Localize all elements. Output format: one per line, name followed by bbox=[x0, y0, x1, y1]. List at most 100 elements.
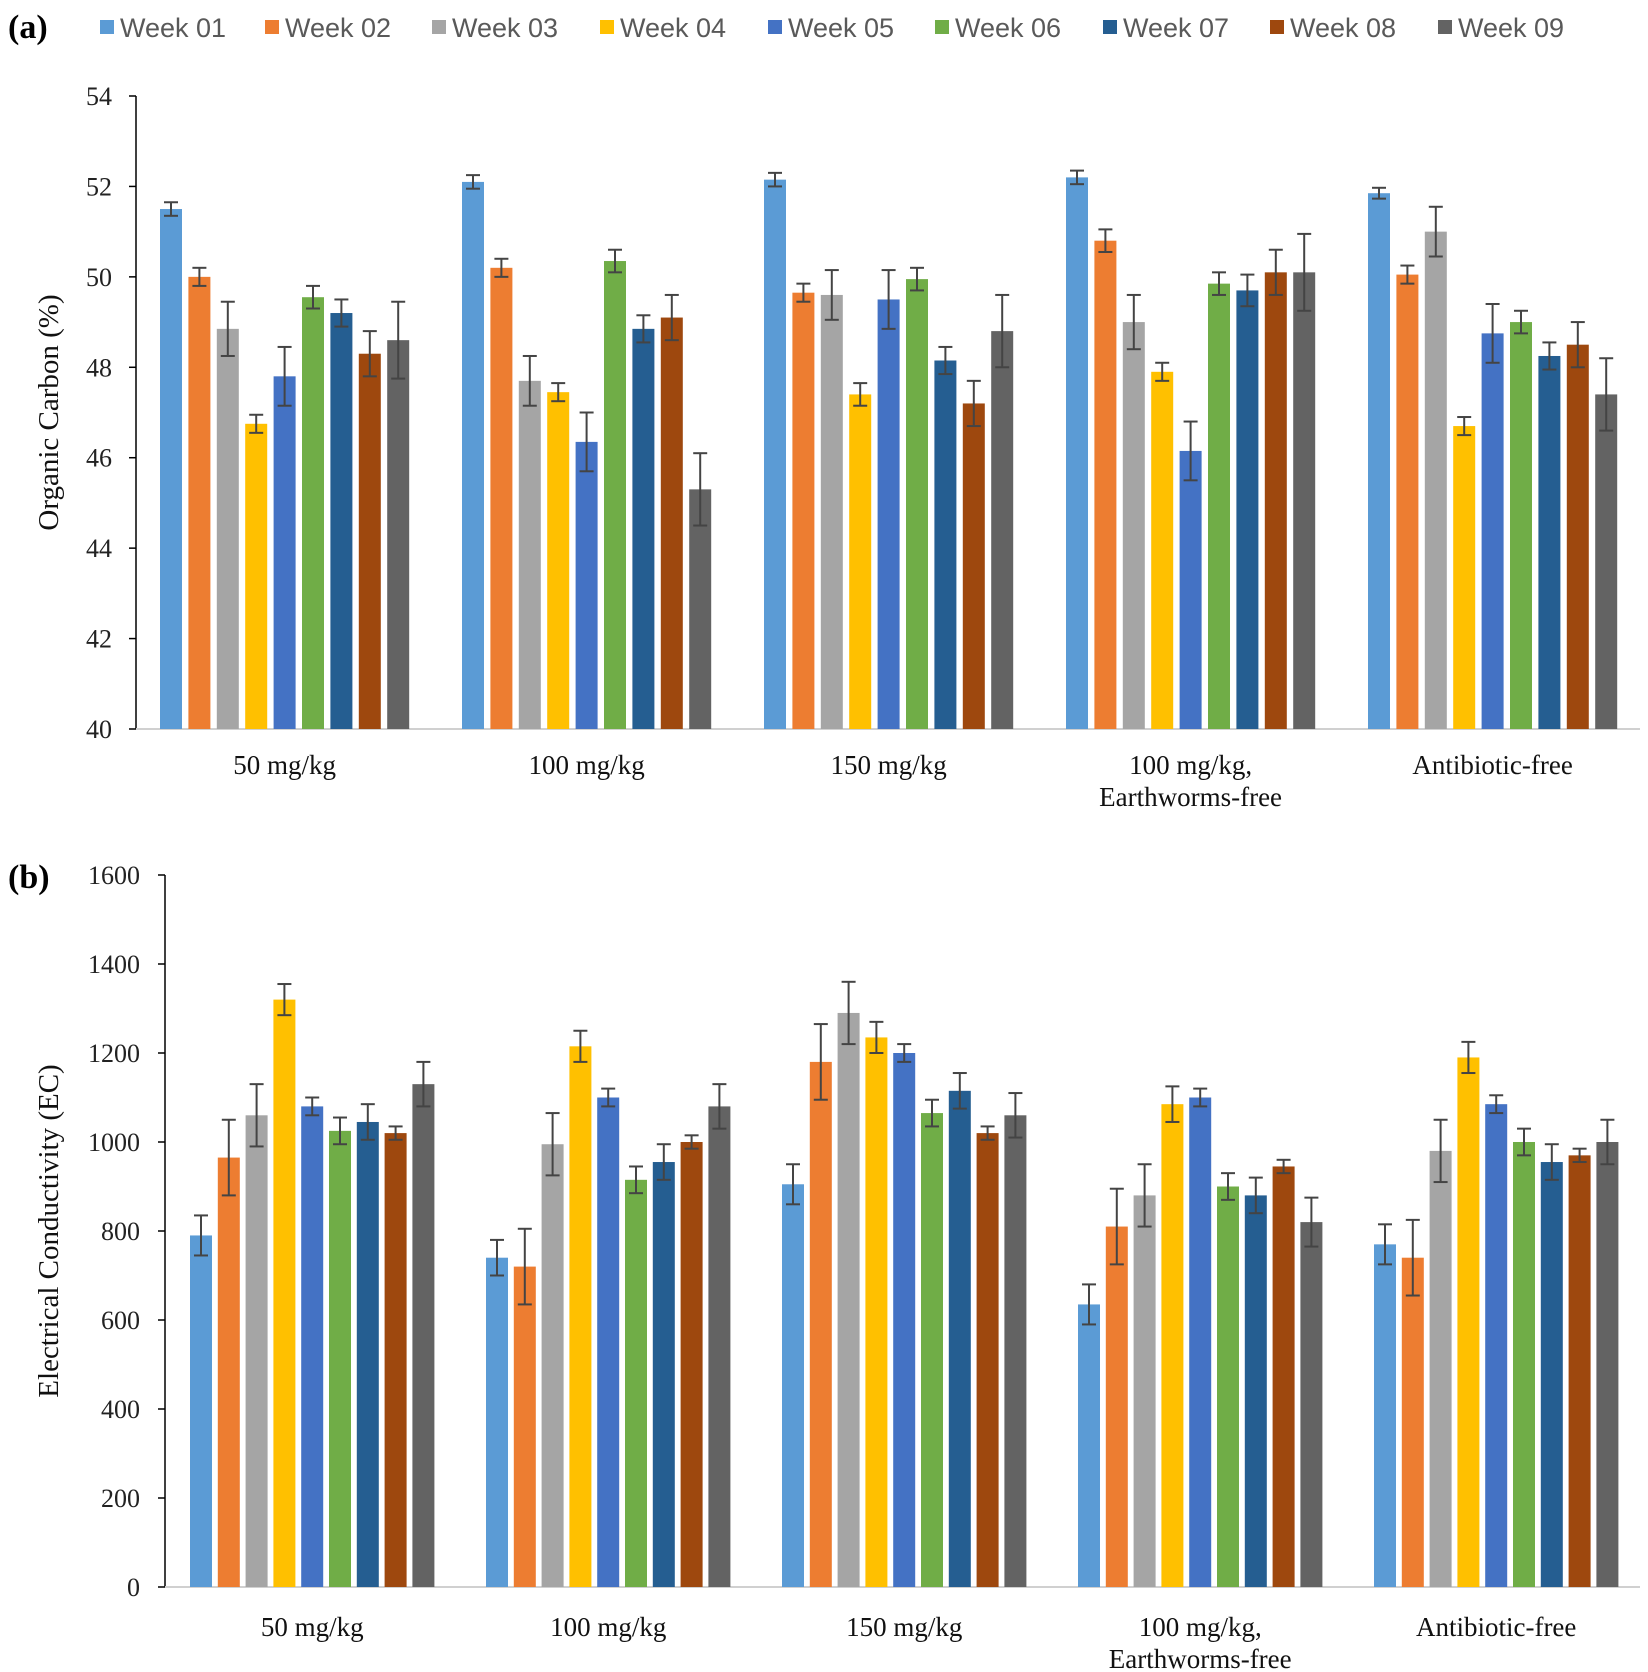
bar-week-04-cat-4 bbox=[1151, 371, 1174, 729]
bar-week-03-cat-3 bbox=[837, 1012, 860, 1587]
bar-week-02-cat-1 bbox=[188, 276, 211, 729]
bar-week-03-cat-5 bbox=[1424, 231, 1447, 729]
y-tick-label: 48 bbox=[86, 353, 112, 382]
bar-week-09-cat-5 bbox=[1595, 394, 1618, 729]
x-category-label: Earthworms-free bbox=[1099, 782, 1282, 812]
y-tick-label: 800 bbox=[101, 1217, 140, 1246]
bar-week-09-cat-3 bbox=[991, 331, 1014, 729]
bar-week-02-cat-2 bbox=[490, 267, 513, 729]
bar-week-08-cat-3 bbox=[976, 1133, 999, 1587]
bar-week-01-cat-1 bbox=[160, 209, 182, 730]
bar-week-01-cat-2 bbox=[486, 1257, 508, 1587]
y-tick-label: 1400 bbox=[88, 950, 140, 979]
bar-week-05-cat-4 bbox=[1179, 450, 1202, 729]
bar-week-04-cat-5 bbox=[1457, 1057, 1480, 1587]
bar-week-02-cat-3 bbox=[792, 292, 815, 729]
bar-week-04-cat-3 bbox=[865, 1037, 888, 1587]
bar-week-07-cat-3 bbox=[934, 360, 957, 729]
bar-week-05-cat-2 bbox=[575, 441, 598, 729]
legend-swatch-8 bbox=[1270, 20, 1284, 34]
bar-week-06-cat-2 bbox=[625, 1179, 647, 1587]
bar-week-02-cat-3 bbox=[809, 1061, 832, 1587]
panel-label: (a) bbox=[8, 9, 48, 46]
bar-week-04-cat-2 bbox=[547, 392, 570, 729]
bar-week-08-cat-3 bbox=[962, 403, 985, 729]
bar-week-05-cat-5 bbox=[1481, 333, 1504, 729]
legend-swatch-1 bbox=[100, 20, 114, 34]
bar-week-01-cat-3 bbox=[764, 179, 786, 729]
x-category-label: Antibiotic-free bbox=[1412, 750, 1572, 780]
legend-swatch-3 bbox=[432, 20, 446, 34]
bar-week-07-cat-5 bbox=[1538, 355, 1561, 729]
bar-week-06-cat-5 bbox=[1513, 1142, 1535, 1587]
bar-week-07-cat-5 bbox=[1540, 1162, 1563, 1587]
bar-week-03-cat-4 bbox=[1122, 322, 1145, 729]
y-tick-label: 1200 bbox=[88, 1039, 140, 1068]
y-axis-title: Organic Carbon (%) bbox=[33, 294, 65, 530]
legend-swatch-2 bbox=[265, 20, 279, 34]
bar-week-06-cat-3 bbox=[921, 1113, 943, 1587]
bar-week-06-cat-3 bbox=[906, 279, 928, 729]
bar-week-08-cat-5 bbox=[1568, 1155, 1591, 1587]
bar-week-02-cat-2 bbox=[513, 1266, 536, 1587]
bar-week-05-cat-3 bbox=[893, 1053, 916, 1587]
bar-week-05-cat-1 bbox=[301, 1106, 324, 1587]
y-tick-label: 54 bbox=[86, 82, 112, 111]
bar-week-03-cat-4 bbox=[1133, 1195, 1156, 1587]
y-tick-label: 52 bbox=[86, 172, 112, 201]
bar-week-04-cat-1 bbox=[245, 423, 268, 729]
legend: Week 01 Week 02 Week 03 Week 04 Week 05 Week … bbox=[100, 13, 1564, 43]
legend-label-8: Week 08 bbox=[1290, 13, 1396, 43]
y-axis-title: Electrical Conductivity (EC) bbox=[33, 1064, 65, 1397]
bar-week-03-cat-2 bbox=[518, 380, 541, 729]
bar-week-02-cat-4 bbox=[1105, 1226, 1128, 1587]
bar-week-05-cat-3 bbox=[877, 299, 900, 729]
bar-week-08-cat-2 bbox=[660, 317, 683, 729]
legend-label-2: Week 02 bbox=[285, 13, 391, 43]
panel-label: (b) bbox=[8, 859, 50, 896]
y-tick-label: 200 bbox=[101, 1484, 140, 1513]
bar-week-01-cat-5 bbox=[1374, 1244, 1396, 1587]
y-tick-label: 46 bbox=[86, 444, 112, 473]
chart-panel-a: (a) 40 42 44 46 48 50 52 54 Organic Carbon (%) 50 … bbox=[8, 9, 1640, 812]
bar-week-06-cat-4 bbox=[1217, 1186, 1239, 1587]
bar-week-06-cat-2 bbox=[604, 261, 626, 729]
bar-week-02-cat-1 bbox=[217, 1157, 240, 1587]
bar-week-05-cat-2 bbox=[597, 1097, 620, 1587]
bar-week-01-cat-4 bbox=[1078, 1304, 1100, 1587]
bar-week-09-cat-1 bbox=[387, 340, 410, 729]
y-tick-label: 50 bbox=[86, 263, 112, 292]
bar-week-08-cat-4 bbox=[1272, 1166, 1295, 1587]
x-category-label: 50 mg/kg bbox=[233, 750, 336, 780]
bar-week-01-cat-1 bbox=[190, 1235, 212, 1587]
legend-label-6: Week 06 bbox=[955, 13, 1061, 43]
bar-week-08-cat-5 bbox=[1566, 344, 1589, 729]
x-category-label: Antibiotic-free bbox=[1416, 1612, 1576, 1642]
y-tick-label: 1000 bbox=[88, 1128, 140, 1157]
x-category-label: 100 mg/kg, bbox=[1139, 1612, 1262, 1642]
legend-swatch-7 bbox=[1103, 20, 1117, 34]
y-tick-label: 42 bbox=[86, 625, 112, 654]
bar-week-05-cat-4 bbox=[1189, 1097, 1212, 1587]
bar-week-01-cat-2 bbox=[462, 181, 484, 729]
bar-week-06-cat-4 bbox=[1208, 283, 1230, 729]
bar-week-08-cat-2 bbox=[680, 1142, 703, 1587]
x-category-label: 100 mg/kg bbox=[550, 1612, 666, 1642]
bar-week-06-cat-5 bbox=[1510, 322, 1532, 729]
y-tick-label: 0 bbox=[127, 1573, 140, 1602]
bar-week-01-cat-5 bbox=[1368, 193, 1390, 730]
legend-label-7: Week 07 bbox=[1123, 13, 1229, 43]
bar-week-04-cat-2 bbox=[569, 1046, 592, 1587]
legend-label-3: Week 03 bbox=[452, 13, 558, 43]
bar-week-04-cat-1 bbox=[273, 999, 296, 1587]
bar-week-07-cat-4 bbox=[1244, 1195, 1267, 1587]
bar-week-07-cat-2 bbox=[632, 328, 655, 729]
bar-week-07-cat-1 bbox=[356, 1121, 379, 1587]
bar-week-06-cat-1 bbox=[329, 1130, 351, 1587]
bar-week-02-cat-5 bbox=[1401, 1257, 1424, 1587]
y-tick-label: 400 bbox=[101, 1395, 140, 1424]
x-category-label: Earthworms-free bbox=[1109, 1644, 1292, 1672]
bar-week-09-cat-4 bbox=[1293, 272, 1316, 729]
y-tick-label: 40 bbox=[86, 715, 112, 744]
